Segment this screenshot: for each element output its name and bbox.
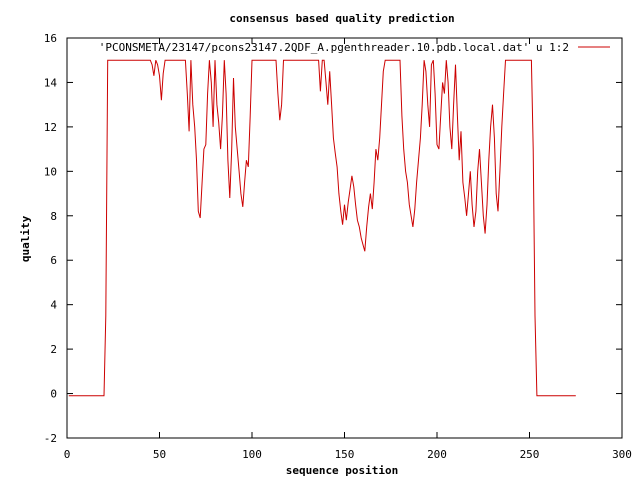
x-tick-label: 200 (427, 448, 447, 461)
data-series-line (68, 59, 576, 397)
x-axis-label: sequence position (286, 464, 399, 477)
x-tick-label: 150 (335, 448, 355, 461)
y-tick-label: -2 (44, 432, 57, 445)
y-tick-label: 8 (50, 210, 57, 223)
y-tick-label: 2 (50, 343, 57, 356)
legend: 'PCONSMETA/23147/pcons23147.2QDF_A.pgent… (99, 41, 610, 54)
series-layer (68, 59, 576, 397)
plot-frame (66, 37, 623, 439)
y-tick-label: 12 (44, 121, 57, 134)
x-tick-label: 250 (520, 448, 540, 461)
chart-title: consensus based quality prediction (229, 12, 454, 25)
y-tick-label: 14 (44, 76, 58, 89)
y-tick-label: 16 (44, 32, 57, 45)
legend-entry-label: 'PCONSMETA/23147/pcons23147.2QDF_A.pgent… (99, 41, 569, 54)
x-tick-label: 100 (242, 448, 262, 461)
x-tick-label: 0 (64, 448, 71, 461)
y-tick-label: 0 (50, 388, 57, 401)
y-tick-label: 10 (44, 165, 57, 178)
x-tick-label: 50 (153, 448, 166, 461)
y-tick-label: 6 (50, 254, 57, 267)
y-axis: -2 0 2 4 6 8 10 12 14 16 (44, 32, 622, 445)
x-axis: 0 50 100 150 200 250 300 (64, 38, 632, 461)
y-tick-label: 4 (50, 299, 57, 312)
x-tick-label: 300 (612, 448, 632, 461)
y-axis-label: quality (19, 215, 32, 262)
